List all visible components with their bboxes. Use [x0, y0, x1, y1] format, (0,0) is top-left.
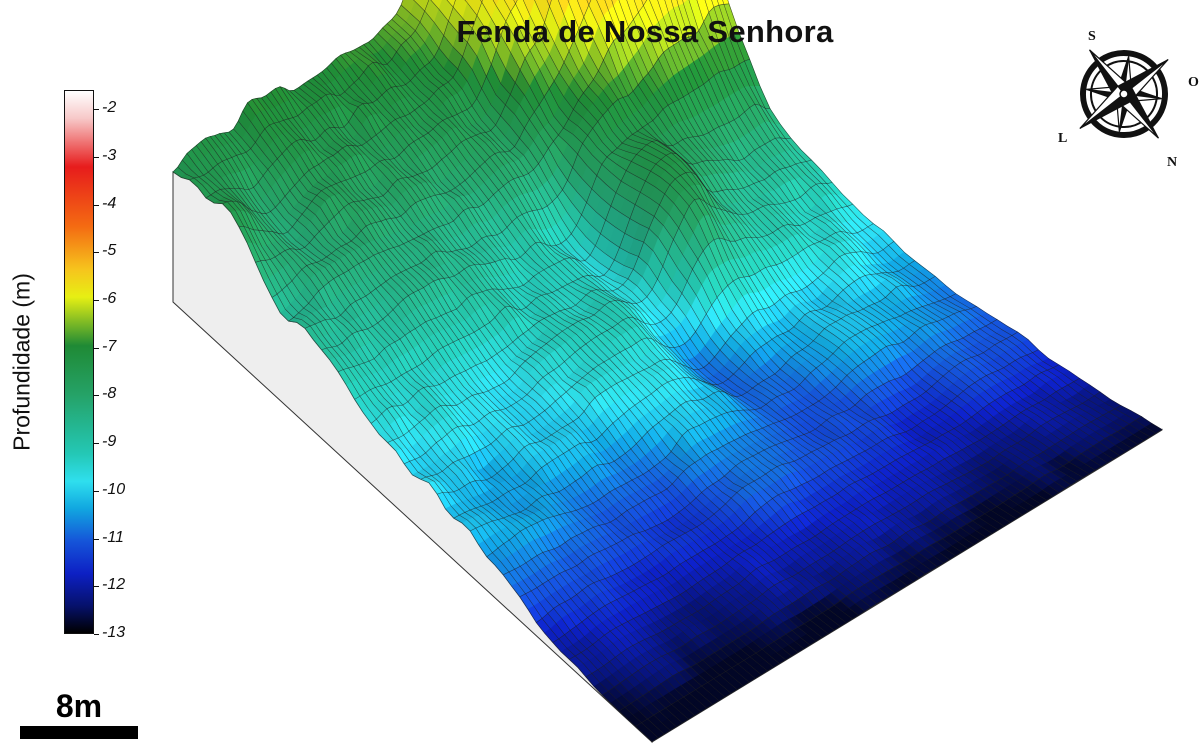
- surface-cell: [513, 0, 518, 5]
- surface-cell: [586, 0, 592, 6]
- colorbar-ramp: [64, 90, 94, 634]
- surface-cell: [546, 0, 552, 8]
- colorbar-tick-label: -2: [102, 99, 117, 117]
- surface-cell: [492, 0, 500, 7]
- surface-cell: [641, 0, 648, 7]
- colorbar-title: Profundidade (m): [8, 273, 35, 451]
- colorbar-tick-mark: [94, 109, 99, 111]
- map-title: Fenda de Nossa Senhora: [456, 14, 834, 49]
- surface-cells: [172, 0, 1163, 742]
